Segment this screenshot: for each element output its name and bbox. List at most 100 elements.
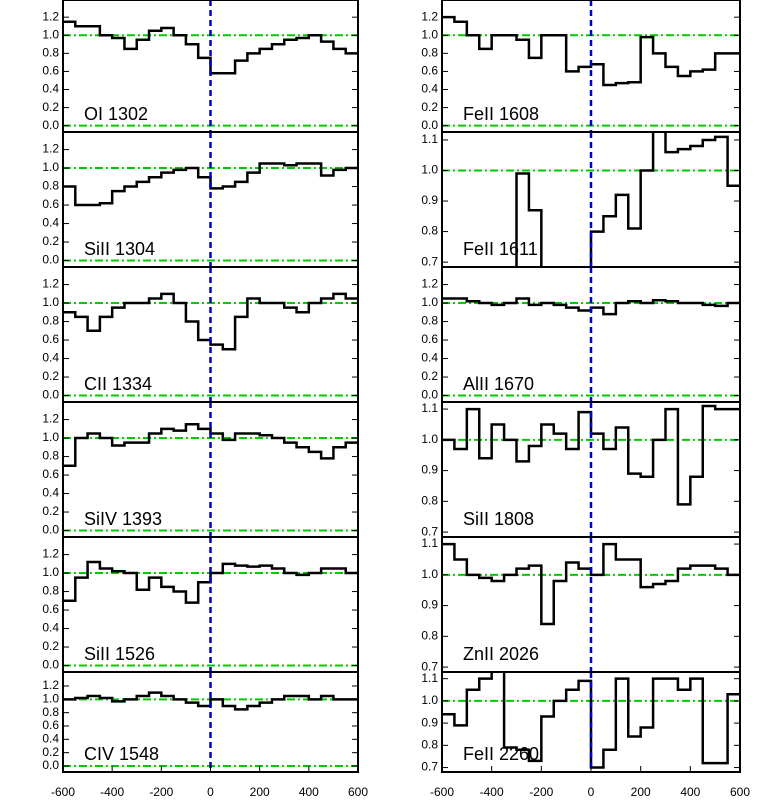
y-tick-label: 1.0 [421,163,438,177]
y-tick-label: 1.0 [42,160,59,174]
x-tick-label: 400 [680,785,700,799]
y-tick-label: 0.6 [42,64,59,78]
x-tick-label: 200 [631,785,651,799]
y-tick-label: 0.7 [421,254,438,268]
y-tick-label: 0.0 [42,118,59,132]
y-tick-label: 0.9 [421,463,438,477]
panel-label: ZnII 2026 [463,644,539,664]
panel-label: FeII 1611 [463,239,538,259]
y-tick-label: 0.8 [42,46,59,60]
spectrum-line [442,542,740,626]
y-tick-label: 0.4 [42,351,59,365]
y-tick-label: 1.0 [42,295,59,309]
y-tick-label: 0.8 [421,493,438,507]
panel [63,402,358,537]
y-tick-label: 0.2 [42,504,59,518]
y-tick-label: 1.2 [42,412,59,426]
x-tick-label: 200 [250,785,270,799]
y-tick-label: 0.7 [421,524,438,538]
spectrum-line [442,672,740,769]
y-tick-label: 0.6 [42,718,59,732]
panel [63,132,358,267]
y-tick-label: 0.9 [421,598,438,612]
panel [442,402,740,537]
panel [442,267,740,402]
y-tick-label: 0.8 [42,314,59,328]
panel [63,0,358,132]
y-tick-label: 0.0 [42,253,59,267]
y-tick-label: 1.0 [42,692,59,706]
y-tick-label: 0.4 [42,621,59,635]
y-tick-label: 0.2 [42,100,59,114]
y-tick-label: 0.6 [42,467,59,481]
y-tick-label: 0.2 [42,639,59,653]
panel-label: CII 1334 [84,374,152,394]
y-tick-label: 0.6 [42,197,59,211]
y-tick-label: 1.2 [42,678,59,692]
y-tick-label: 0.8 [42,449,59,463]
panel-label: AlII 1670 [463,374,534,394]
y-tick-label: 0.6 [42,602,59,616]
y-tick-label: 0.2 [42,369,59,383]
panel-label: SiII 1808 [463,509,534,529]
y-tick-label: 0.0 [42,388,59,402]
x-tick-label: 0 [207,785,214,799]
x-tick-label: 600 [348,785,368,799]
x-tick-label: 400 [299,785,319,799]
y-tick-label: 1.0 [421,295,438,309]
x-tick-label: -200 [529,785,553,799]
y-tick-label: 1.1 [421,132,438,146]
y-tick-label: 0.8 [421,224,438,238]
panel-label: CIV 1548 [84,744,159,764]
y-tick-label: 0.4 [42,732,59,746]
y-tick-label: 1.0 [421,693,438,707]
y-tick-label: 1.2 [42,277,59,291]
x-tick-label: -600 [430,785,454,799]
x-tick-label: -400 [480,785,504,799]
y-tick-label: 0.4 [42,82,59,96]
y-tick-label: 0.2 [421,100,438,114]
panel [442,132,740,267]
y-tick-label: 0.8 [421,314,438,328]
y-tick-label: 1.1 [421,401,438,415]
x-tick-label: 600 [730,785,750,799]
y-tick-label: 1.0 [421,567,438,581]
panel-label: SiII 1526 [84,644,155,664]
spectrum-line [63,691,358,711]
y-tick-label: 0.0 [421,118,438,132]
panel [442,0,740,132]
x-tick-label: -400 [100,785,124,799]
y-tick-label: 1.0 [421,27,438,41]
y-tick-label: 1.1 [421,671,438,685]
panel [442,537,740,672]
panel [442,672,740,772]
y-tick-label: 0.9 [421,193,438,207]
y-tick-label: 1.2 [421,277,438,291]
y-tick-label: 0.6 [421,64,438,78]
y-tick-label: 1.0 [42,430,59,444]
y-tick-label: 0.4 [42,486,59,500]
y-tick-label: 1.0 [42,27,59,41]
panel [63,267,358,402]
y-tick-label: 0.4 [42,216,59,230]
y-tick-label: 0.2 [421,369,438,383]
spectrum-line [515,132,740,267]
y-tick-label: 0.0 [42,523,59,537]
y-tick-label: 0.8 [421,46,438,60]
y-tick-label: 0.0 [42,758,59,772]
spectrum-line [63,422,358,468]
panel-label: FeII 1608 [463,104,539,124]
y-tick-label: 0.7 [421,760,438,774]
y-tick-label: 0.0 [421,388,438,402]
y-tick-label: 1.2 [421,9,438,23]
x-tick-label: 0 [588,785,595,799]
x-tick-label: -200 [149,785,173,799]
panel-label: SiIV 1393 [84,509,162,529]
y-tick-label: 1.1 [421,536,438,550]
y-tick-label: 0.0 [42,658,59,672]
panel [63,537,358,672]
y-tick-label: 0.9 [421,715,438,729]
y-tick-label: 0.2 [42,234,59,248]
y-tick-label: 0.8 [421,628,438,642]
